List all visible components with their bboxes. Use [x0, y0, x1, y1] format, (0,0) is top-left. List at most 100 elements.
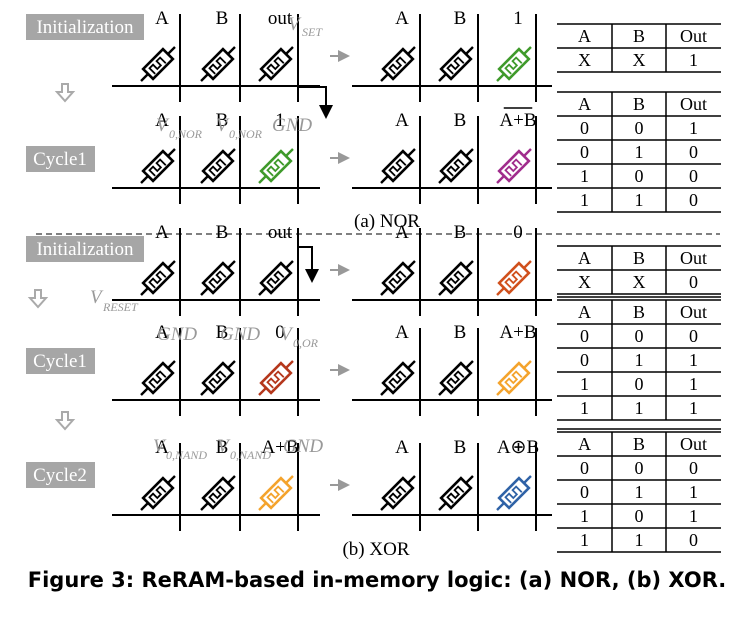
cell-label-b: B [454, 222, 467, 243]
voltage-gnd-or-a: GND [157, 324, 197, 345]
voltage-gnd-or-b: GND [220, 324, 260, 345]
cell-label-1: 1 [275, 110, 285, 131]
reram-cell [200, 360, 236, 396]
voltage-v-0or: V 0,OR [280, 324, 319, 350]
table-cell: 0 [580, 350, 589, 370]
cell-label-0: 0 [275, 322, 285, 343]
cell-label-out: out [268, 8, 293, 29]
reram-cell [258, 148, 294, 184]
reram-cell [380, 475, 416, 511]
reram-cell [438, 360, 474, 396]
cell-label-b: B [216, 8, 229, 29]
reram-cell [496, 260, 532, 296]
table-cell: 0 [580, 118, 589, 138]
cell-label-b: B [454, 322, 467, 343]
table-cell: 1 [635, 398, 644, 418]
svg-text:Cycle1: Cycle1 [33, 149, 87, 170]
cell-label-a: A [395, 8, 409, 29]
cell-label-result: A+B [499, 322, 536, 343]
table-cell: X [633, 272, 646, 292]
table-cell: 1 [635, 530, 644, 550]
table-cell: 1 [635, 482, 644, 502]
svg-text:V: V [90, 287, 104, 308]
table-cell: 0 [580, 326, 589, 346]
table-cell: 1 [580, 374, 589, 394]
table-cell: 1 [580, 398, 589, 418]
table-cell: 0 [635, 326, 644, 346]
step-cycle1-nor: Cycle1 [26, 146, 95, 172]
reram-cell [140, 360, 176, 396]
step-initialization-nor: Initialization [26, 14, 144, 40]
table-cell: X [578, 272, 591, 292]
reram-cell [380, 148, 416, 184]
table-cell: 0 [580, 482, 589, 502]
caption-xor: (b) XOR [342, 539, 409, 560]
reram-cell [380, 360, 416, 396]
table-header-cell: A [578, 302, 591, 322]
cell-label-result: 0 [513, 222, 523, 243]
cell-label-out: out [268, 222, 293, 243]
table-cell: 1 [635, 350, 644, 370]
reram-cell [140, 260, 176, 296]
table-cell: 0 [580, 458, 589, 478]
table-header-cell: A [578, 434, 591, 454]
svg-text:V: V [216, 115, 230, 136]
table-cell: 1 [689, 482, 698, 502]
table-cell: 0 [635, 506, 644, 526]
table-header-cell: A [578, 26, 591, 46]
cell-label-b: B [454, 437, 467, 458]
table-header-cell: B [633, 26, 645, 46]
svg-text:SET: SET [302, 25, 323, 39]
cell-label-a: A [395, 222, 409, 243]
reram-cell [496, 360, 532, 396]
cell-label-result: A⊕B [497, 437, 539, 458]
table-cell: 0 [689, 272, 698, 292]
svg-text:Cycle2: Cycle2 [33, 465, 87, 486]
signal-arrow-icon [298, 86, 333, 119]
table-cell: 0 [635, 458, 644, 478]
table-header-cell: Out [680, 248, 707, 268]
table-header-cell: B [633, 302, 645, 322]
table-cell: X [633, 50, 646, 70]
cell-label-b: B [454, 110, 467, 131]
cell-label-a+b: A+B [261, 437, 298, 458]
table-cell: 1 [689, 398, 698, 418]
table-cell: 0 [689, 326, 698, 346]
table-header-cell: A [578, 248, 591, 268]
cell-label-b: B [216, 222, 229, 243]
reram-cell [200, 260, 236, 296]
reram-cell [140, 46, 176, 82]
table-cell: 0 [689, 530, 698, 550]
step-initialization-xor: Initialization [26, 236, 144, 262]
table-header-cell: B [633, 434, 645, 454]
table-cell: 1 [580, 530, 589, 550]
svg-text:0,NAND: 0,NAND [230, 448, 271, 462]
table-xor-cycle2: A B Out 0 0 0 0 1 1 1 0 1 1 1 0 [557, 428, 721, 553]
reram-cell [258, 360, 294, 396]
down-arrow-icon [54, 411, 76, 431]
cell-label-a: A [395, 437, 409, 458]
table-cell: 1 [689, 50, 698, 70]
truth-tables: A B Out X X 1 A B Out 0 0 1 0 1 0 1 0 0 1 1 0 A B Out X X 0 A B Out 0 0… [557, 23, 721, 553]
cell-label-a: A [155, 437, 169, 458]
svg-text:Initialization: Initialization [36, 239, 134, 260]
reram-cell [200, 475, 236, 511]
table-header-cell: Out [680, 302, 707, 322]
reram-cell [380, 46, 416, 82]
reram-cell [258, 260, 294, 296]
signal-arrow-icon [298, 246, 319, 283]
caption-nor: (a) NOR [354, 211, 420, 232]
reram-cell [496, 46, 532, 82]
cell-label-result: A+B [499, 110, 536, 131]
voltage-v-0nand-a: V 0,NAND [153, 436, 207, 462]
svg-text:V: V [217, 436, 231, 457]
svg-text:Initialization: Initialization [36, 17, 134, 38]
table-xor-cycle1: A B Out 0 0 0 0 1 1 1 0 1 1 1 1 [557, 296, 721, 421]
down-arrow-icon [27, 289, 49, 309]
reram-cell [380, 260, 416, 296]
voltage-gnd-nor: GND [272, 115, 312, 136]
svg-text:0,OR: 0,OR [293, 336, 319, 350]
table-cell: 1 [580, 506, 589, 526]
svg-text:V: V [156, 115, 170, 136]
